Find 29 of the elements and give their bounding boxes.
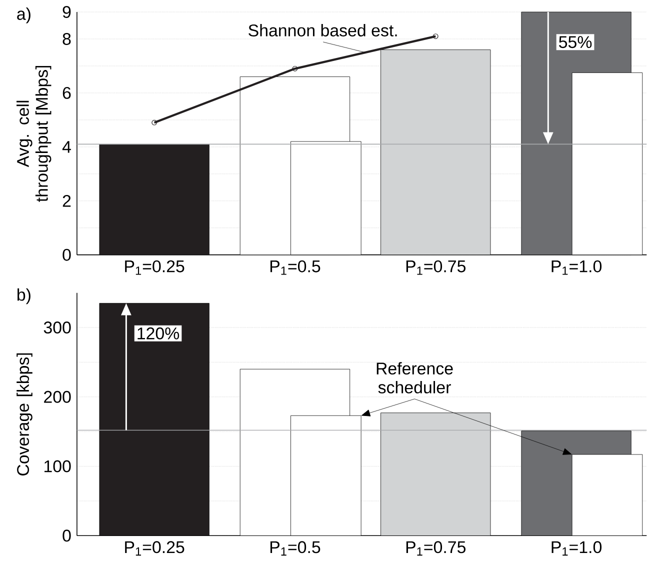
y-tick-label: 100 — [44, 460, 71, 472]
point — [152, 120, 158, 126]
y-tick-label: 0 — [62, 530, 71, 542]
series-label: Reference scheduler — [376, 362, 453, 394]
y-tick-label: 4 — [62, 141, 71, 153]
x-tick-label: P$_{1}$=1.0 — [552, 260, 602, 275]
x-tick-label: P$_{1}$=0.5 — [270, 260, 320, 275]
y-tick-label: 0 — [62, 249, 71, 262]
y-tick-label: 200 — [44, 391, 71, 404]
x-tick-label: P$_{1}$=0.25 — [125, 260, 184, 275]
x-tick-label: P$_{1}$=0.25 — [125, 541, 184, 556]
chart-title: a) — [17, 8, 30, 24]
y-tick-label: 9 — [62, 6, 71, 18]
annotation: 120% — [138, 328, 180, 340]
y-axis-title: Coverage [kbps] — [16, 354, 32, 476]
y-tick-label: 2 — [62, 195, 71, 207]
x-tick-label: P$_{1}$=0.75 — [406, 541, 466, 556]
y-tick-label: 300 — [44, 322, 71, 334]
y-axis-title: Avg. cell throughput [Mbps] — [16, 66, 52, 202]
y-tick-label: 8 — [62, 33, 71, 46]
chart-title: b) — [18, 288, 30, 304]
x-tick-label: P$_{1}$=1.0 — [552, 541, 602, 556]
x-tick-label: P$_{1}$=0.75 — [406, 260, 466, 275]
series-label: Shannon based est. — [248, 24, 397, 37]
point — [432, 34, 438, 40]
x-tick-label: P$_{1}$=0.5 — [270, 541, 320, 556]
annotation: 55% — [559, 36, 592, 48]
point — [292, 66, 298, 72]
y-tick-label: 6 — [62, 87, 71, 100]
